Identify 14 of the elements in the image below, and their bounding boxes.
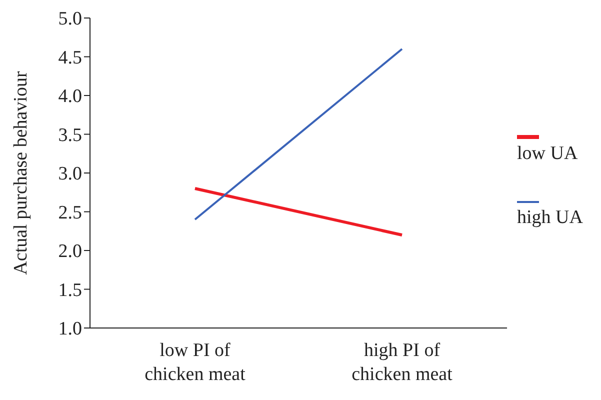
y-tick-label: 1.5 — [58, 280, 82, 301]
y-tick-label: 3.0 — [58, 164, 82, 185]
y-tick-label: 5.0 — [58, 8, 82, 30]
x-tick-label: low PI of chicken meat — [144, 340, 246, 385]
y-tick-label: 4.5 — [58, 47, 82, 68]
y-tick-label: 3.5 — [58, 124, 82, 146]
y-tick-label: 4.0 — [58, 86, 82, 108]
legend-label: low UA — [517, 143, 579, 165]
y-tick-label: 1.0 — [58, 318, 82, 340]
y-axis-title: Actual purchase behaviour — [10, 70, 32, 275]
x-tick-label: high PI of chicken meat — [352, 340, 454, 385]
y-tick-label: 2.0 — [58, 241, 82, 262]
y-tick-label: 2.5 — [58, 202, 82, 224]
legend-label: high UA — [517, 207, 583, 229]
